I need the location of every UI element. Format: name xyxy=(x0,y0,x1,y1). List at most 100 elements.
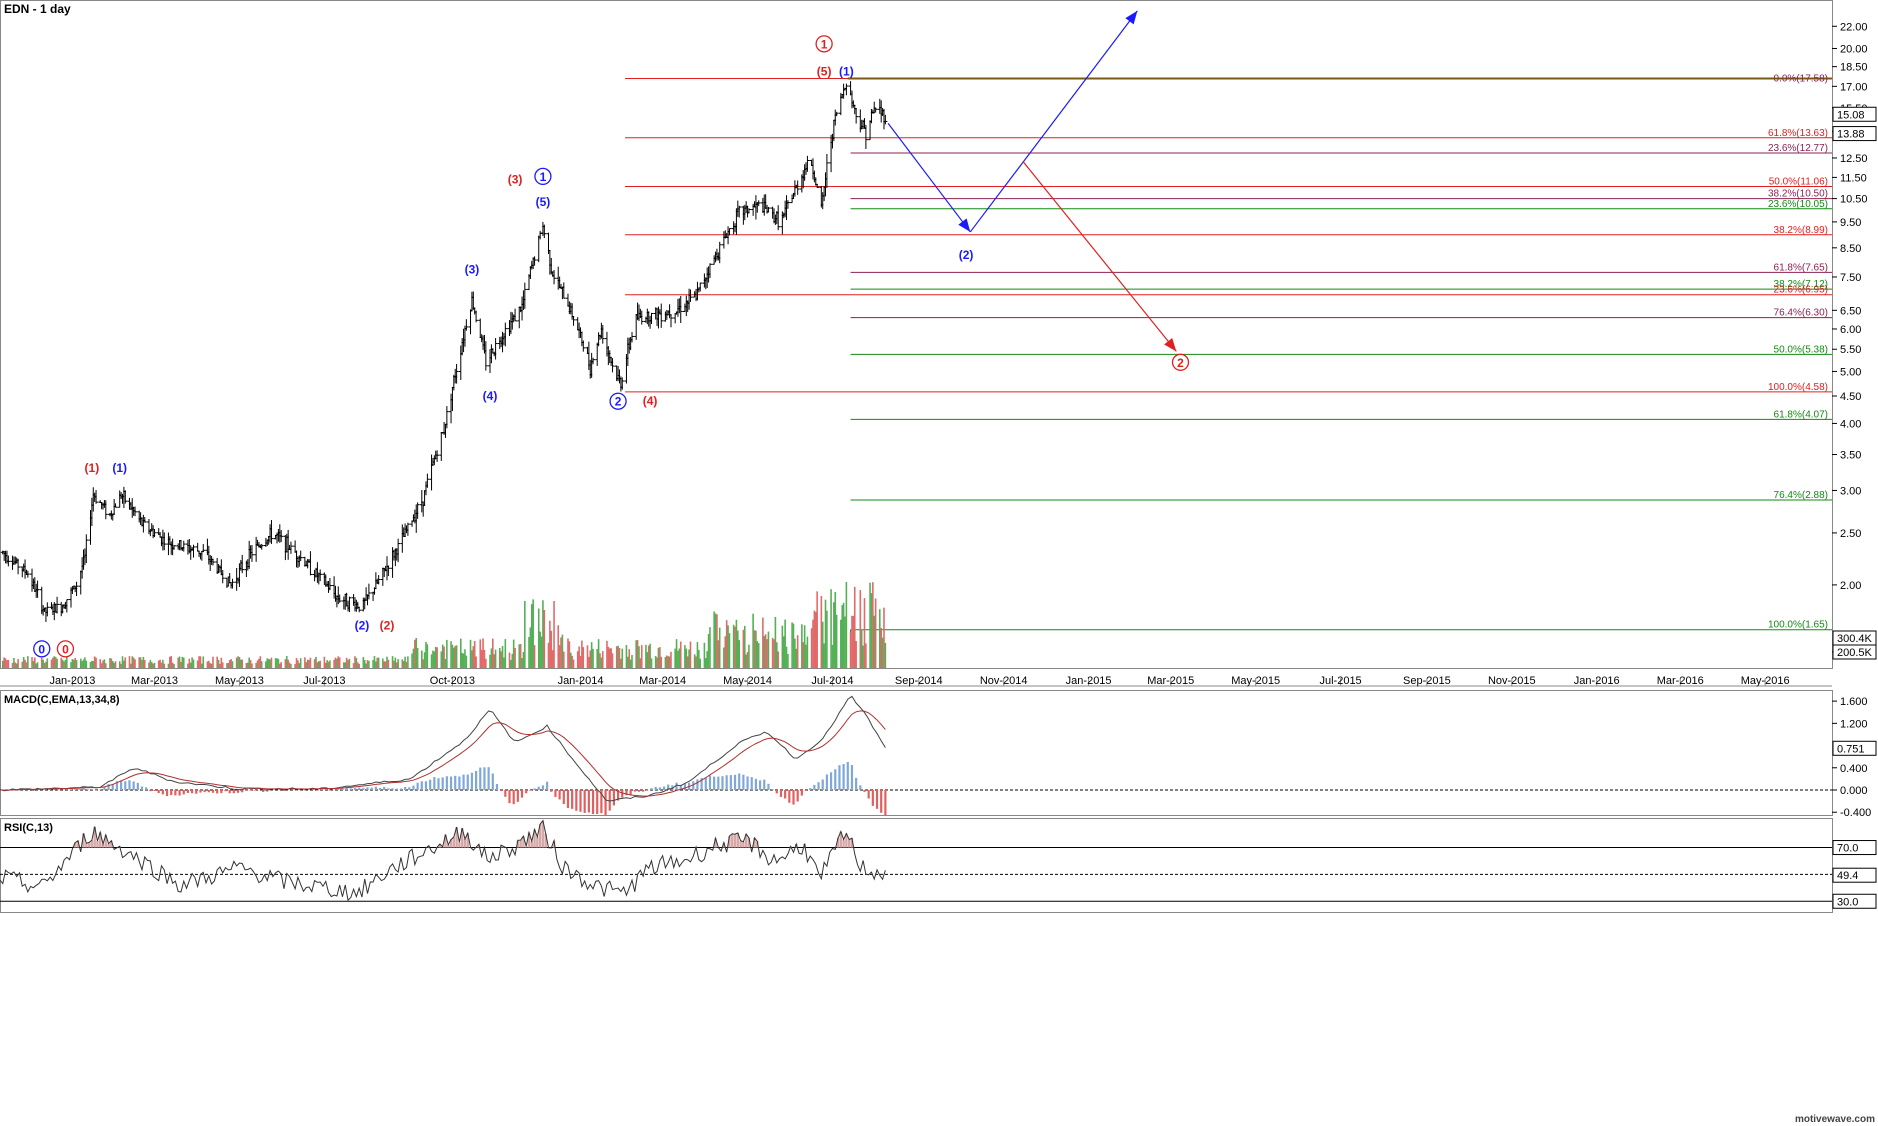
fib-label: 50.0%(5.38) xyxy=(1774,344,1828,355)
wave-label: 2 xyxy=(615,395,622,409)
price-bars xyxy=(0,81,888,623)
time-label: May-2013 xyxy=(215,675,264,687)
marker-price-tag: 13.88 xyxy=(1837,129,1865,141)
price-tick-label: 5.00 xyxy=(1840,366,1861,378)
wave-label: (5) xyxy=(817,65,832,79)
price-tick-label: 11.50 xyxy=(1840,172,1867,184)
rsi-tick-label-box xyxy=(1832,840,1877,856)
macd-tick-label: -0.400 xyxy=(1840,807,1871,819)
price-tick-label: 4.00 xyxy=(1840,418,1861,430)
rsi-value-tag-box xyxy=(1832,867,1877,883)
wave-circle xyxy=(534,167,552,186)
rsi-panel: RSI(C,13) xyxy=(0,819,1832,902)
panel-frames xyxy=(0,0,1833,913)
price-tick-label: 8.50 xyxy=(1840,243,1861,255)
time-label: Jul-2013 xyxy=(303,675,345,687)
time-label: Sep-2014 xyxy=(895,675,943,687)
wave-label: (1) xyxy=(112,461,127,475)
price-tick-label: 17.00 xyxy=(1840,81,1868,93)
macd-title: MACD(C,EMA,13,34,8) xyxy=(4,694,120,706)
time-label: Oct-2013 xyxy=(430,675,475,687)
price-tick-label: 6.00 xyxy=(1840,324,1861,336)
wave-circle xyxy=(33,640,51,658)
time-label: Jan-2014 xyxy=(558,675,604,687)
time-label: Mar-2016 xyxy=(1657,675,1704,687)
wave-circle xyxy=(56,640,75,658)
macd-tick-label: 1.200 xyxy=(1840,718,1868,730)
price-tick-label: 5.50 xyxy=(1840,344,1861,356)
projection-line xyxy=(969,10,1138,233)
wave-labels: 0 0 (1) (1) (2) (2) (3) (4) (3) 1 (5) 2 (4) 1 (5) (1) (2… xyxy=(33,35,1190,658)
last-price-tag: 15.08 xyxy=(1837,109,1865,121)
price-tick-label: 9.50 xyxy=(1840,217,1861,229)
time-label: Mar-2013 xyxy=(131,675,178,687)
fib-label: 61.8%(4.07) xyxy=(1774,409,1828,420)
fib-label: 23.6%(6.95) xyxy=(1774,285,1828,296)
axes: Jan-2013 Mar-2013 May-2013 Jul-2013 Oct-2013… xyxy=(49,21,1877,909)
chart-title: EDN - 1 day xyxy=(4,2,71,16)
macd-value-tag: 0.751 xyxy=(1837,743,1865,755)
projection-line xyxy=(1022,161,1177,352)
wave-label: 0 xyxy=(62,642,69,656)
fib-label: 100.0%(1.65) xyxy=(1768,620,1828,631)
projection-arrowhead xyxy=(1125,10,1138,25)
time-label: May-2015 xyxy=(1231,675,1280,687)
fib-label: 38.2%(10.50) xyxy=(1768,189,1828,200)
macd-tick-label: 1.600 xyxy=(1840,696,1868,708)
projection-line xyxy=(887,123,971,233)
fib-label: 0.0%(17.58) xyxy=(1774,74,1828,85)
wave-label: (2) xyxy=(380,619,395,633)
volume-max-tag: 300.4K xyxy=(1837,633,1873,645)
price-tick-label: 12.50 xyxy=(1840,153,1868,165)
price-tick-label: 3.50 xyxy=(1840,450,1861,462)
rsi-line xyxy=(0,819,886,902)
wave-label: 1 xyxy=(540,170,547,184)
wave-label: 1 xyxy=(821,37,828,51)
time-label: Mar-2014 xyxy=(639,675,686,687)
wave-circle xyxy=(609,392,627,410)
time-label: Jan-2016 xyxy=(1574,675,1620,687)
macd-tick-label: 0.400 xyxy=(1840,763,1868,775)
wave-label: 0 xyxy=(38,642,45,656)
time-label: Nov-2015 xyxy=(1488,675,1536,687)
time-label: Jul-2014 xyxy=(811,675,853,687)
fib-label: 50.0%(11.06) xyxy=(1769,176,1828,187)
wave-label: (4) xyxy=(483,389,498,403)
fib-label: 76.4%(2.88) xyxy=(1774,490,1828,501)
rsi-tick-label: 30.0 xyxy=(1837,896,1858,908)
price-tick-label: 6.50 xyxy=(1840,305,1861,317)
volume-bars xyxy=(1,581,887,668)
price-tick-label: 3.00 xyxy=(1840,485,1861,497)
panel-border-2 xyxy=(0,818,1833,913)
price-tick-label: 7.50 xyxy=(1840,272,1861,284)
panel-border-0 xyxy=(0,0,1833,669)
price-tick-label: 2.50 xyxy=(1840,528,1861,540)
wave-circle xyxy=(815,35,833,53)
time-label: Nov-2014 xyxy=(980,675,1028,687)
macd-tick-label: 0.000 xyxy=(1840,785,1868,797)
fib-label: 61.8%(7.65) xyxy=(1774,262,1828,273)
projection-arrowhead xyxy=(1164,337,1177,352)
price-tick-label: 2.00 xyxy=(1840,580,1861,592)
wave-label: (4) xyxy=(643,394,658,408)
last-price-tag-box xyxy=(1832,106,1877,122)
wave-label: (5) xyxy=(536,195,551,209)
fib-label: 23.6%(10.05) xyxy=(1768,199,1828,210)
volume-mid-tag: 200.5K xyxy=(1837,647,1873,659)
fib-label: 38.2%(8.99) xyxy=(1774,225,1828,236)
wave-label: (3) xyxy=(465,262,480,276)
time-label: Sep-2015 xyxy=(1403,675,1451,687)
rsi-title: RSI(C,13) xyxy=(4,822,53,834)
time-label: Jan-2015 xyxy=(1066,675,1112,687)
rsi-value-tag: 49.4 xyxy=(1837,870,1858,882)
wave-label: (2) xyxy=(355,619,370,633)
projection-arrows xyxy=(887,10,1177,352)
fib-label: 23.6%(12.77) xyxy=(1768,143,1828,154)
wave-circle xyxy=(1171,353,1190,371)
price-tick-label: 20.00 xyxy=(1840,43,1868,55)
time-label: Jul-2015 xyxy=(1319,675,1361,687)
marker-price-tag-box xyxy=(1832,126,1877,142)
fib-label: 38.2%(7.12) xyxy=(1774,279,1828,290)
fib-label: 100.0%(4.58) xyxy=(1768,382,1828,393)
